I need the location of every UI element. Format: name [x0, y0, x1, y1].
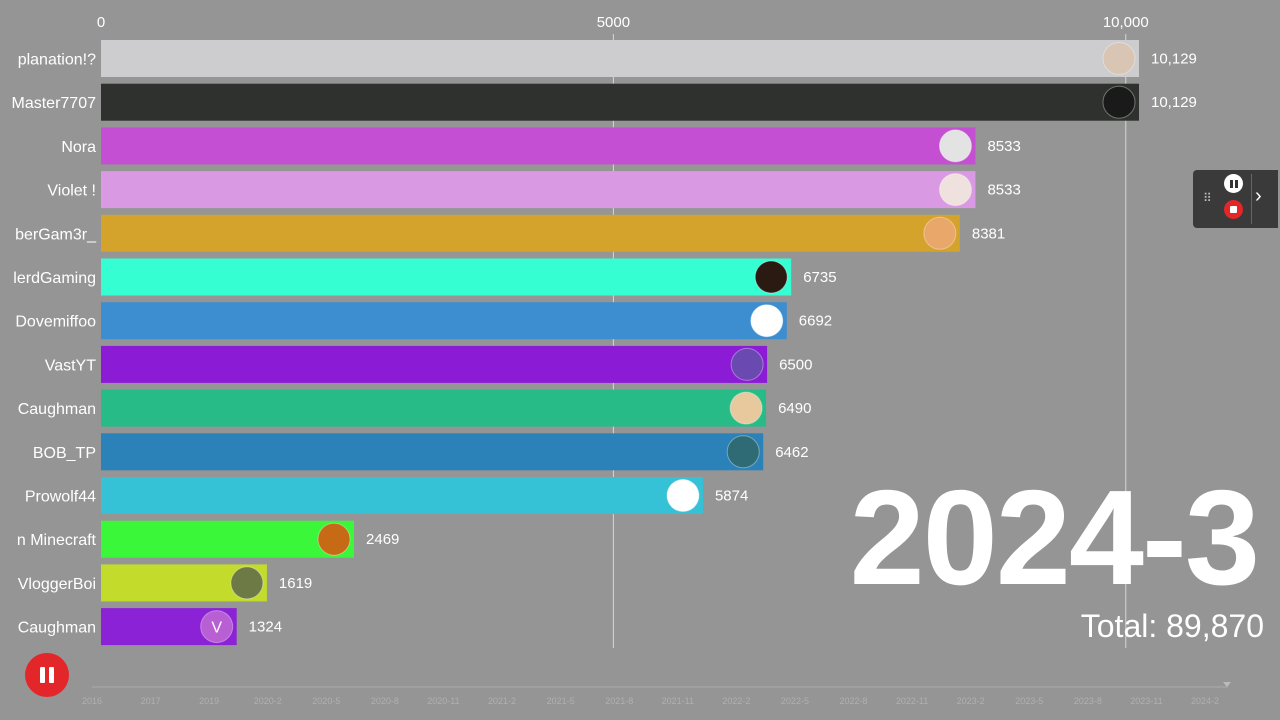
- x-tick-label: 0: [97, 14, 105, 31]
- avatar: [1102, 85, 1136, 119]
- bar-value-label: 6462: [775, 444, 808, 461]
- timeline-tick-label: 2022-2: [722, 696, 750, 706]
- bar-value-label: 10,129: [1151, 51, 1197, 68]
- timeline-tick-label: 2023-5: [1015, 696, 1043, 706]
- bar-name-label: Master7707: [12, 95, 97, 112]
- x-tick-label: 10,000: [1103, 14, 1149, 31]
- avatar: [729, 391, 763, 425]
- bar-value-label: 8533: [987, 138, 1020, 155]
- bar-value-label: 5874: [715, 488, 748, 505]
- stop-icon: [1230, 206, 1237, 213]
- bar-value-label: 1619: [279, 575, 312, 592]
- avatar-letter: V: [211, 620, 222, 637]
- bar: [101, 171, 976, 209]
- bar: [101, 258, 792, 296]
- x-tick-label: 5000: [597, 14, 630, 31]
- pause-icon: [1229, 179, 1238, 188]
- bar-name-label: berGam3r_: [15, 226, 97, 243]
- avatar: [754, 260, 788, 294]
- timeline-tick-label: 2020-11: [427, 696, 459, 706]
- chevron-right-icon[interactable]: ›: [1255, 185, 1262, 207]
- timeline-tick-label: 2023-8: [1074, 696, 1102, 706]
- bar: [101, 302, 787, 340]
- recorder-pause-button[interactable]: [1224, 174, 1243, 193]
- timeline-tick-label: 2024-2: [1191, 696, 1219, 706]
- bar-name-label: planation!?: [18, 52, 96, 69]
- timeline-tick-label: 2022-5: [781, 696, 809, 706]
- recorder-stop-button[interactable]: [1224, 200, 1243, 219]
- bar-name-label: Caughman: [18, 620, 96, 637]
- bar-name-label: BOB_TP: [33, 445, 96, 462]
- timeline-tick-label: 2017: [141, 696, 161, 706]
- timeline-tick-label: 2023-2: [957, 696, 985, 706]
- bar-value-label: 6735: [803, 269, 836, 286]
- avatar: [317, 522, 351, 556]
- recorder-panel: ⠿ ›: [1193, 170, 1278, 228]
- bar-name-label: n Minecraft: [17, 532, 97, 549]
- total-label: Total: 89,870: [1080, 608, 1264, 644]
- play-pause-button[interactable]: [25, 653, 69, 697]
- bar: [101, 214, 960, 252]
- avatar: [1102, 42, 1136, 75]
- bar-name-label: Violet !: [47, 183, 96, 200]
- bar: [101, 389, 767, 427]
- bar-value-label: 6490: [778, 400, 811, 417]
- timeline-tick-label: 2021-5: [547, 696, 575, 706]
- timeline-tick-label: 2020-2: [254, 696, 282, 706]
- bar-name-label: Prowolf44: [25, 489, 96, 506]
- bar-name-label: Caughman: [18, 401, 96, 418]
- timeline-marker-icon[interactable]: [1223, 682, 1231, 687]
- bar-value-label: 1324: [249, 619, 282, 636]
- timeline-tick-label: 2020-8: [371, 696, 399, 706]
- timeline-tick-label: 2021-2: [488, 696, 516, 706]
- bar: [101, 40, 1139, 77]
- drag-grip-icon[interactable]: ⠿: [1203, 191, 1212, 205]
- avatar: [730, 347, 764, 381]
- avatar: [923, 216, 957, 250]
- avatar: [938, 173, 972, 207]
- avatar: [666, 479, 700, 512]
- recorder-divider: [1251, 174, 1252, 224]
- bar-value-label: 2469: [366, 531, 399, 548]
- bar-name-label: VloggerBoi: [18, 576, 96, 593]
- bar-value-label: 6692: [799, 313, 832, 330]
- avatar: [230, 566, 264, 600]
- bar: [101, 433, 764, 471]
- avatar: [938, 129, 972, 163]
- period-label: 2024-3: [849, 462, 1260, 613]
- avatar: [200, 610, 234, 644]
- bar-value-label: 10,129: [1151, 94, 1197, 111]
- bar-name-label: Nora: [61, 139, 96, 156]
- bar: [101, 345, 768, 383]
- bar-name-label: lerdGaming: [13, 270, 96, 287]
- avatar: [726, 435, 760, 469]
- pause-icon: [40, 667, 54, 683]
- bar-value-label: 8381: [972, 225, 1005, 242]
- timeline-tick-label: 2019: [199, 696, 219, 706]
- bar: [101, 520, 355, 558]
- timeline-tick-label: 2016: [82, 696, 102, 706]
- bar: [101, 127, 976, 165]
- avatar: [750, 304, 784, 338]
- timeline-tick-label: 2023-11: [1130, 696, 1162, 706]
- timeline-tick-label: 2022-11: [896, 696, 928, 706]
- bar: [101, 477, 703, 514]
- timeline-tick-label: 2021-8: [605, 696, 633, 706]
- bar-value-label: 8533: [987, 182, 1020, 199]
- timeline-tick-label: 2020-5: [312, 696, 340, 706]
- bar: [101, 83, 1139, 121]
- bar-name-label: Dovemiffoo: [15, 314, 96, 331]
- bar-name-label: VastYT: [45, 357, 97, 374]
- timeline-tick-label: 2021-11: [662, 696, 694, 706]
- timeline-tick-label: 2022-8: [840, 696, 868, 706]
- bar-value-label: 6500: [779, 356, 812, 373]
